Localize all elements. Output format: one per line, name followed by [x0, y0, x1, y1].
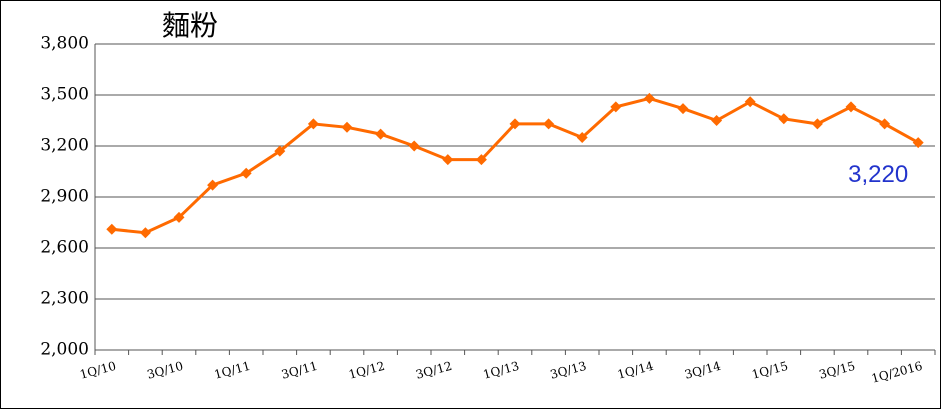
point	[207, 179, 219, 191]
y-tick-label: 3,200	[40, 136, 89, 156]
point	[240, 167, 252, 179]
point	[744, 96, 756, 108]
y-tick-label: 2,600	[40, 238, 89, 258]
point	[375, 128, 387, 140]
point	[677, 103, 689, 115]
point	[274, 145, 286, 157]
point	[408, 140, 420, 152]
point	[811, 118, 823, 130]
point	[610, 101, 622, 113]
point	[845, 101, 857, 113]
point	[543, 118, 555, 130]
point	[576, 132, 588, 143]
point	[509, 118, 521, 130]
point	[307, 118, 319, 130]
point	[442, 154, 454, 166]
point	[341, 121, 353, 133]
point	[711, 115, 723, 126]
point	[879, 118, 891, 130]
value-label: 3,220	[848, 161, 908, 188]
y-tick-label: 2,300	[40, 289, 89, 309]
point	[778, 113, 790, 125]
point	[139, 227, 151, 239]
point	[912, 137, 924, 149]
chart-title: 麵粉	[162, 9, 218, 42]
point	[106, 223, 118, 235]
y-tick-label: 2,900	[40, 187, 89, 207]
point	[643, 92, 655, 104]
y-tick-label: 2,000	[40, 340, 89, 360]
y-tick-label: 3,500	[40, 85, 89, 105]
y-tick-label: 3,800	[40, 34, 89, 54]
point	[475, 154, 487, 166]
point	[173, 211, 185, 223]
